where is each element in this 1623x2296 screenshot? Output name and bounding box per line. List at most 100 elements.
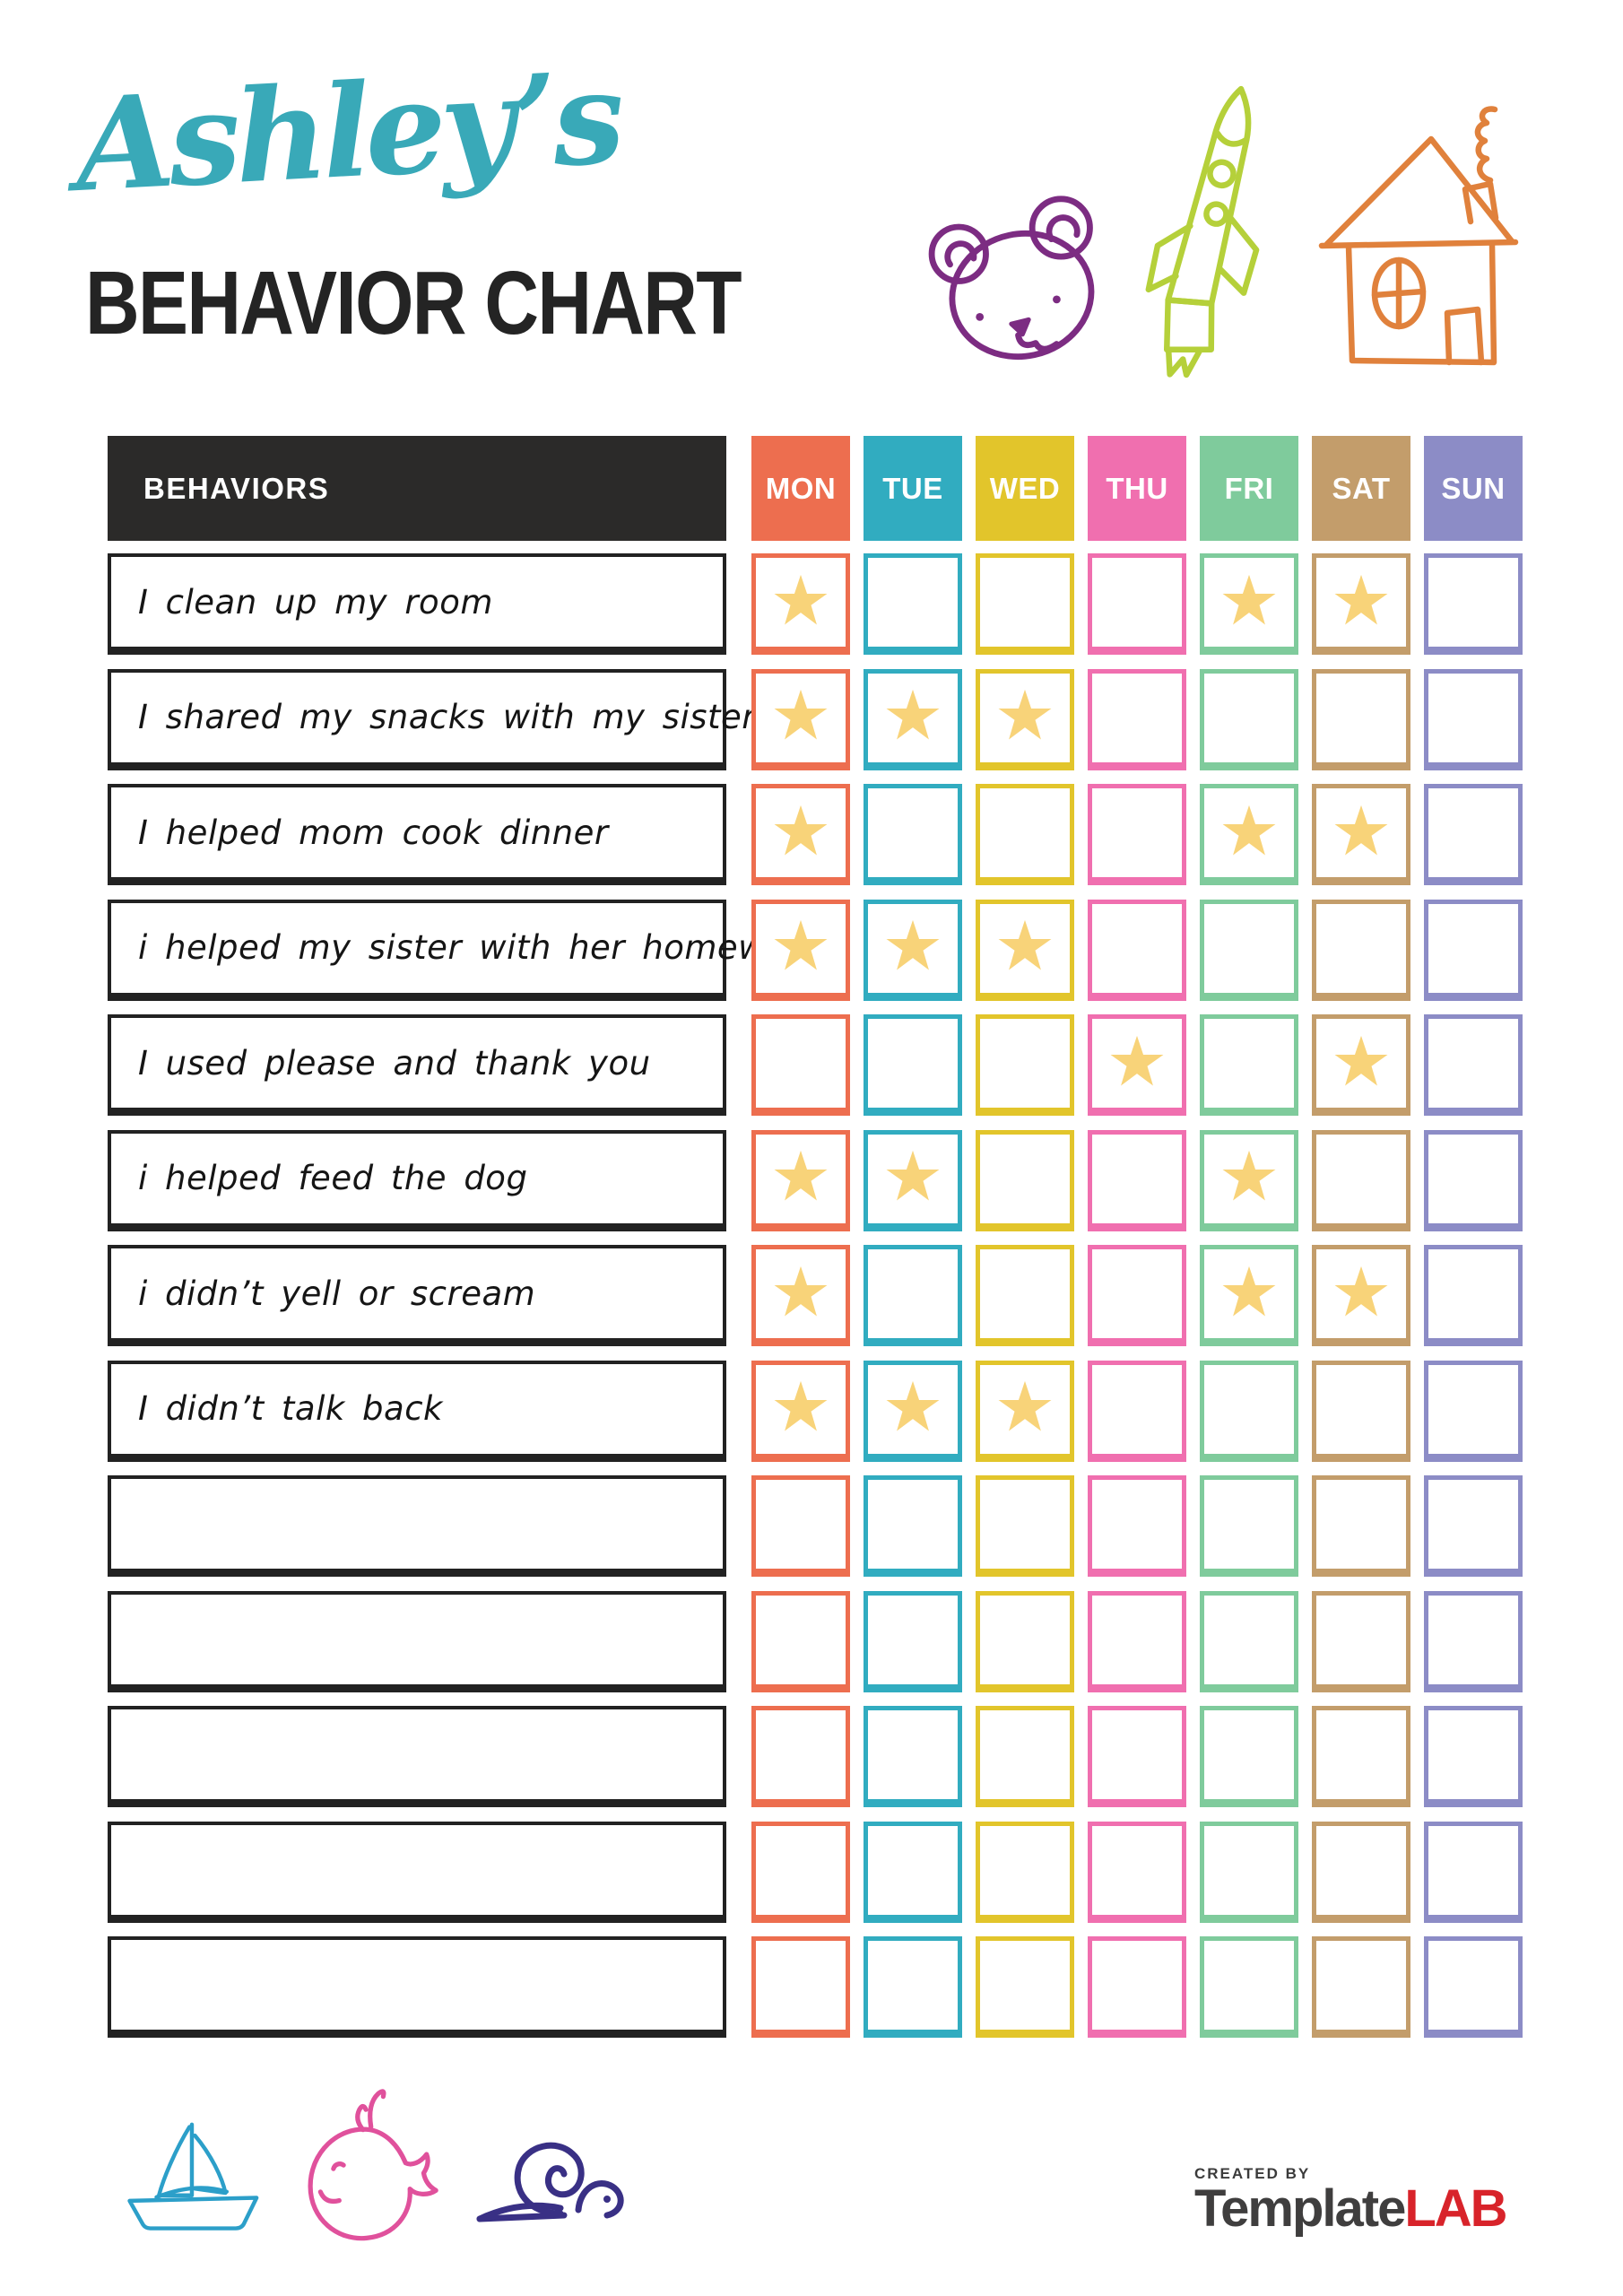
cell-row7-sat[interactable] xyxy=(1312,1245,1410,1346)
cell-row3-wed[interactable] xyxy=(976,784,1074,885)
cell-row9-wed[interactable] xyxy=(976,1475,1074,1577)
cell-row11-tue[interactable] xyxy=(864,1706,962,1807)
behavior-label-row-3: I helped mom cook dinner xyxy=(108,784,726,885)
cell-row4-thu[interactable] xyxy=(1088,899,1186,1001)
cell-row2-tue[interactable] xyxy=(864,668,962,770)
cell-row11-fri[interactable] xyxy=(1200,1706,1298,1807)
cell-row2-wed[interactable] xyxy=(976,668,1074,770)
cell-row10-fri[interactable] xyxy=(1200,1590,1298,1692)
cell-row1-mon[interactable] xyxy=(751,553,850,655)
cell-row5-wed[interactable] xyxy=(976,1014,1074,1116)
cell-row12-thu[interactable] xyxy=(1088,1821,1186,1923)
cell-row7-fri[interactable] xyxy=(1200,1245,1298,1346)
cell-row10-wed[interactable] xyxy=(976,1590,1074,1692)
cell-row10-sun[interactable] xyxy=(1424,1590,1523,1692)
cell-row4-wed[interactable] xyxy=(976,899,1074,1001)
cell-row2-mon[interactable] xyxy=(751,668,850,770)
cell-row10-thu[interactable] xyxy=(1088,1590,1186,1692)
cell-row1-sat[interactable] xyxy=(1312,553,1410,655)
cell-row12-wed[interactable] xyxy=(976,1821,1074,1923)
cell-row1-wed[interactable] xyxy=(976,553,1074,655)
cell-row3-mon[interactable] xyxy=(751,784,850,885)
cell-row4-sat[interactable] xyxy=(1312,899,1410,1001)
behavior-label-row-2: I shared my snacks with my sister xyxy=(108,668,755,770)
cell-row3-sun[interactable] xyxy=(1424,784,1523,885)
cell-row5-mon[interactable] xyxy=(751,1014,850,1116)
cell-row13-sun[interactable] xyxy=(1424,1936,1523,2038)
cell-row8-wed[interactable] xyxy=(976,1360,1074,1462)
cell-row5-sat[interactable] xyxy=(1312,1014,1410,1116)
cell-row8-thu[interactable] xyxy=(1088,1360,1186,1462)
cell-row7-tue[interactable] xyxy=(864,1245,962,1346)
cell-row12-mon[interactable] xyxy=(751,1821,850,1923)
cell-row11-sun[interactable] xyxy=(1424,1706,1523,1807)
cell-row10-tue[interactable] xyxy=(864,1590,962,1692)
cell-row8-tue[interactable] xyxy=(864,1360,962,1462)
cell-row8-mon[interactable] xyxy=(751,1360,850,1462)
cell-row6-wed[interactable] xyxy=(976,1129,1074,1231)
cell-row8-sat[interactable] xyxy=(1312,1360,1410,1462)
cell-row11-thu[interactable] xyxy=(1088,1706,1186,1807)
cell-row13-tue[interactable] xyxy=(864,1936,962,2038)
cell-row1-fri[interactable] xyxy=(1200,553,1298,655)
cell-row11-sat[interactable] xyxy=(1312,1706,1410,1807)
cell-row10-mon[interactable] xyxy=(751,1590,850,1692)
cell-row5-sun[interactable] xyxy=(1424,1014,1523,1116)
cell-row5-fri[interactable] xyxy=(1200,1014,1298,1116)
cell-row2-sun[interactable] xyxy=(1424,668,1523,770)
cell-row4-tue[interactable] xyxy=(864,899,962,1001)
cell-row3-fri[interactable] xyxy=(1200,784,1298,885)
star-icon xyxy=(774,804,828,856)
cell-row3-tue[interactable] xyxy=(864,784,962,885)
cell-row10-sat[interactable] xyxy=(1312,1590,1410,1692)
cell-row7-sun[interactable] xyxy=(1424,1245,1523,1346)
cell-row9-sat[interactable] xyxy=(1312,1475,1410,1577)
cell-row13-wed[interactable] xyxy=(976,1936,1074,2038)
cell-row13-thu[interactable] xyxy=(1088,1936,1186,2038)
cell-row1-sun[interactable] xyxy=(1424,553,1523,655)
cell-row6-fri[interactable] xyxy=(1200,1129,1298,1231)
cell-row13-fri[interactable] xyxy=(1200,1936,1298,2038)
cell-row5-thu[interactable] xyxy=(1088,1014,1186,1116)
cell-row12-tue[interactable] xyxy=(864,1821,962,1923)
cell-row5-tue[interactable] xyxy=(864,1014,962,1116)
cell-row12-sat[interactable] xyxy=(1312,1821,1410,1923)
cell-row8-fri[interactable] xyxy=(1200,1360,1298,1462)
cell-row2-fri[interactable] xyxy=(1200,668,1298,770)
cell-row6-sun[interactable] xyxy=(1424,1129,1523,1231)
cell-row6-mon[interactable] xyxy=(751,1129,850,1231)
cell-row7-wed[interactable] xyxy=(976,1245,1074,1346)
day-header-fri: FRI xyxy=(1200,436,1298,541)
cell-row11-mon[interactable] xyxy=(751,1706,850,1807)
star-icon xyxy=(774,1150,828,1201)
cell-row9-fri[interactable] xyxy=(1200,1475,1298,1577)
cell-row13-mon[interactable] xyxy=(751,1936,850,2038)
cell-row11-wed[interactable] xyxy=(976,1706,1074,1807)
cell-row1-thu[interactable] xyxy=(1088,553,1186,655)
cell-row9-mon[interactable] xyxy=(751,1475,850,1577)
cell-row6-thu[interactable] xyxy=(1088,1129,1186,1231)
cell-row6-sat[interactable] xyxy=(1312,1129,1410,1231)
day-header-thu: THU xyxy=(1088,436,1186,541)
cell-row12-sun[interactable] xyxy=(1424,1821,1523,1923)
cell-row4-sun[interactable] xyxy=(1424,899,1523,1001)
cell-row6-tue[interactable] xyxy=(864,1129,962,1231)
cell-row4-mon[interactable] xyxy=(751,899,850,1001)
cell-row3-thu[interactable] xyxy=(1088,784,1186,885)
cell-row4-fri[interactable] xyxy=(1200,899,1298,1001)
cell-row7-thu[interactable] xyxy=(1088,1245,1186,1346)
cell-row8-sun[interactable] xyxy=(1424,1360,1523,1462)
cell-row13-sat[interactable] xyxy=(1312,1936,1410,2038)
cell-row1-tue[interactable] xyxy=(864,553,962,655)
cell-row3-sat[interactable] xyxy=(1312,784,1410,885)
bear-icon xyxy=(924,193,1116,363)
cell-row2-sat[interactable] xyxy=(1312,668,1410,770)
cell-row7-mon[interactable] xyxy=(751,1245,850,1346)
star-icon xyxy=(774,689,828,740)
cell-row9-tue[interactable] xyxy=(864,1475,962,1577)
cell-row9-sun[interactable] xyxy=(1424,1475,1523,1577)
cell-row2-thu[interactable] xyxy=(1088,668,1186,770)
cell-row12-fri[interactable] xyxy=(1200,1821,1298,1923)
cell-row9-thu[interactable] xyxy=(1088,1475,1186,1577)
